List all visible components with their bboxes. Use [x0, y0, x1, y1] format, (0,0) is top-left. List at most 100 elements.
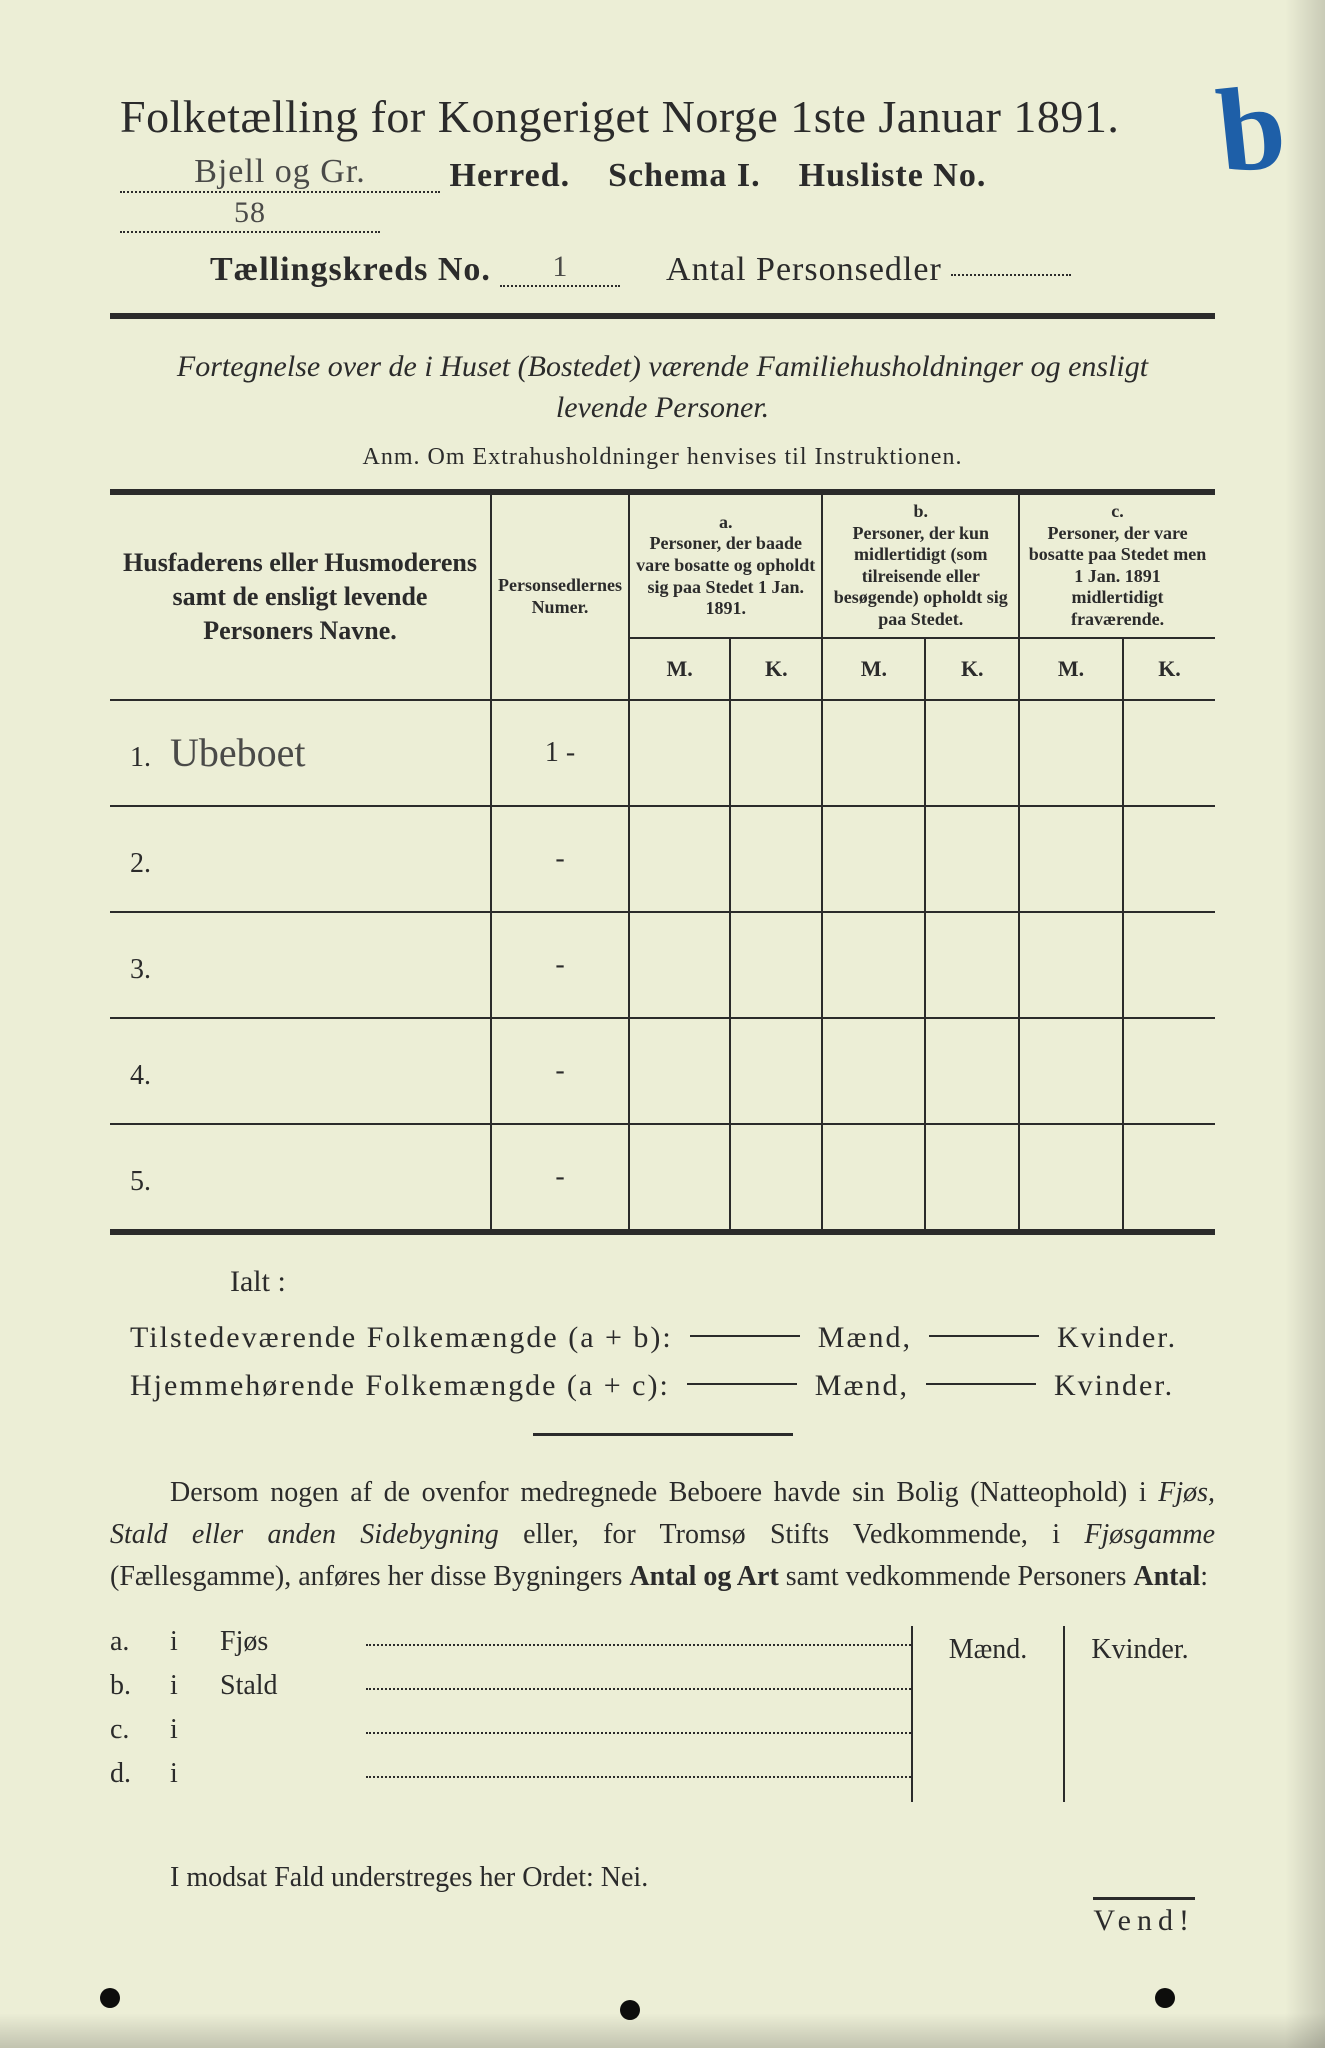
row-count-cell [629, 1018, 730, 1124]
page-title: Folketælling for Kongeriget Norge 1ste J… [120, 90, 1215, 143]
row-name-cell: 5. [110, 1124, 491, 1232]
sum-resident-k [926, 1383, 1036, 1385]
sum-resident: Hjemmehørende Folkemængde (a + c): Mænd,… [130, 1369, 1215, 1403]
row-name-cell: 3. [110, 912, 491, 1018]
row-count-cell [1019, 700, 1123, 806]
nei-line: I modsat Fald understreges her Ordet: Ne… [110, 1862, 1215, 1894]
census-form-page: b Folketælling for Kongeriget Norge 1ste… [0, 0, 1325, 2048]
col-b-m: M. [822, 638, 925, 700]
table-row: 1.Ubeboet1 - [110, 700, 1215, 806]
header-line-herred: Bjell og Gr. Herred. Schema I. Husliste … [120, 157, 1215, 237]
row-count-cell [1019, 806, 1123, 912]
row-count-cell [822, 1124, 925, 1232]
row-count-cell [925, 1018, 1019, 1124]
header-line-kreds: Tællingskreds No. 1 Antal Personsedler [120, 251, 1215, 291]
husliste-value: 58 [234, 196, 266, 229]
outbuilding-row: b.iStald [110, 1670, 911, 1702]
row-count-cell [1123, 1018, 1215, 1124]
row-dots [366, 1688, 911, 1690]
row-count-cell [822, 912, 925, 1018]
kvinder-label2: Kvinder. [1054, 1369, 1174, 1402]
table-row: 4. - [110, 1018, 1215, 1124]
row-count-cell [1123, 700, 1215, 806]
col-c: c. Personer, der vare bosatte paa Stedet… [1019, 492, 1215, 638]
antal-value [951, 274, 1071, 276]
row-personsedler: - [491, 1124, 629, 1232]
antal-label: Antal Personsedler [666, 251, 942, 288]
row-dots [366, 1644, 911, 1646]
herred-value: Bjell og Gr. [194, 153, 366, 190]
row-letter: a. [110, 1626, 170, 1658]
table-row: 2.- [110, 806, 1215, 912]
row-personsedler: - [491, 806, 629, 912]
row-personsedler: - [491, 1018, 629, 1124]
row-name: Ubeboet [170, 730, 306, 775]
row-count-cell [822, 806, 925, 912]
subtitle-line2: levende Personer. [556, 391, 769, 424]
row-count-cell [629, 700, 730, 806]
row-count-cell [925, 1124, 1019, 1232]
row-personsedler: - [491, 912, 629, 1018]
maend-label: Mænd, [818, 1321, 912, 1354]
outbuilding-row: a.iFjøs [110, 1626, 911, 1658]
kvinder-label: Kvinder. [1057, 1321, 1177, 1354]
punch-hole [100, 1988, 120, 2008]
col-c-m: M. [1019, 638, 1123, 700]
corner-annotation: b [1211, 57, 1292, 201]
outbuilding-row: d.i [110, 1758, 911, 1790]
row-count-cell [730, 1124, 822, 1232]
row-count-cell [1019, 912, 1123, 1018]
row-count-cell [1019, 1018, 1123, 1124]
row-count-cell [822, 700, 925, 806]
row-count-cell [925, 700, 1019, 806]
edge-shadow [0, 2013, 1325, 2048]
schema-label: Schema I. [608, 157, 761, 194]
row-personsedler: 1 - [491, 700, 629, 806]
row-count-cell [730, 700, 822, 806]
row-name-cell: 4. [110, 1018, 491, 1124]
row-dots [366, 1732, 911, 1734]
row-number: 4. [130, 1060, 170, 1092]
outbuilding-row: c.i [110, 1714, 911, 1746]
row-count-cell [730, 806, 822, 912]
subtitle-line1: Fortegnelse over de i Huset (Bostedet) v… [177, 350, 1148, 383]
row-count-cell [1019, 1124, 1123, 1232]
kreds-label: Tællingskreds No. [210, 251, 491, 288]
kvinder-head: Kvinder. [1065, 1626, 1215, 1674]
sum-present: Tilstedeværende Folkemængde (a + b): Mæn… [130, 1321, 1215, 1355]
row-count-cell [925, 806, 1019, 912]
col-numer: Personsedlernes Numer. [491, 492, 629, 700]
row-count-cell [822, 1018, 925, 1124]
col-a-m: M. [629, 638, 730, 700]
row-count-cell [1123, 912, 1215, 1018]
punch-hole [1155, 1988, 1175, 2008]
herred-label: Herred. [450, 157, 571, 194]
divider [110, 313, 1215, 319]
row-word: Stald [220, 1670, 360, 1702]
kreds-value: 1 [552, 250, 568, 283]
outbuilding-list: a.iFjøs b.iStald c.i d.i [110, 1626, 911, 1802]
header-block: Folketælling for Kongeriget Norge 1ste J… [120, 90, 1215, 291]
row-letter: b. [110, 1670, 170, 1702]
edge-shadow [1285, 0, 1325, 2048]
row-count-cell [629, 806, 730, 912]
outbuilding-block: a.iFjøsb.iStaldc.id.i Mænd. Kvinder. [110, 1626, 1215, 1802]
row-count-cell [1123, 806, 1215, 912]
row-name-cell: 2. [110, 806, 491, 912]
row-number: 1. [130, 742, 170, 774]
row-count-cell [629, 1124, 730, 1232]
row-number: 5. [130, 1166, 170, 1198]
row-count-cell [925, 912, 1019, 1018]
row-letter: c. [110, 1714, 170, 1746]
row-name-cell: 1.Ubeboet [110, 700, 491, 806]
col-names: Husfaderens eller Husmoderens samt de en… [110, 492, 491, 700]
table-row: 3.- [110, 912, 1215, 1018]
subtitle: Fortegnelse over de i Huset (Bostedet) v… [110, 347, 1215, 428]
row-i: i [170, 1670, 220, 1702]
col-b: b. Personer, der kun midlertidigt (som t… [822, 492, 1019, 638]
col-c-k: K. [1123, 638, 1215, 700]
col-a-k: K. [730, 638, 822, 700]
household-table: Husfaderens eller Husmoderens samt de en… [110, 489, 1215, 1235]
husliste-label: Husliste No. [799, 157, 987, 194]
row-count-cell [1123, 1124, 1215, 1232]
